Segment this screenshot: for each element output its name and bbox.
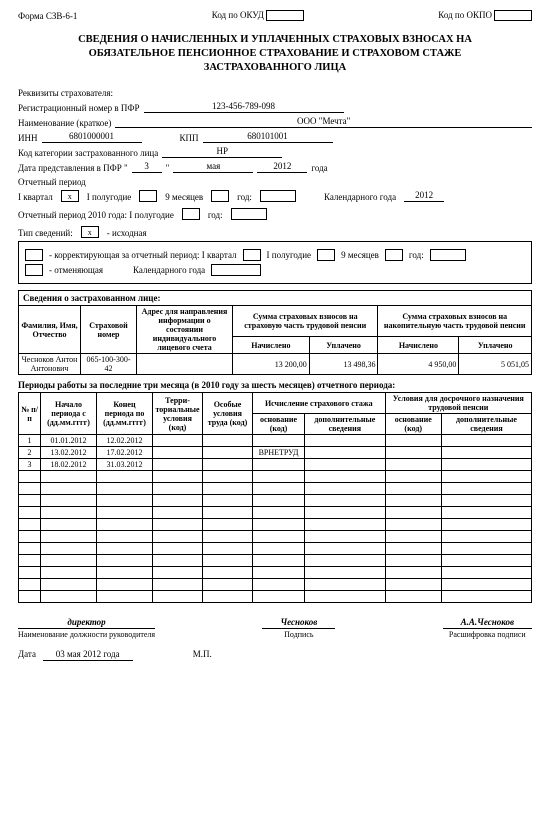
corr-year-box[interactable]: [430, 249, 466, 261]
corr-q1-checkbox[interactable]: [243, 249, 261, 261]
date-year[interactable]: 2012: [257, 161, 307, 173]
kpp-field[interactable]: 680101001: [203, 131, 333, 143]
position-sig: директор Наименование должности руководи…: [18, 617, 155, 639]
org-name-field[interactable]: ООО "Мечта": [115, 116, 532, 128]
prev-year-box[interactable]: [231, 208, 267, 220]
category-field[interactable]: НР: [162, 146, 282, 158]
prev-half-checkbox[interactable]: [182, 208, 200, 220]
corr-m9-checkbox[interactable]: [385, 249, 403, 261]
q1-checkbox[interactable]: x: [61, 190, 79, 202]
document-title: СВЕДЕНИЯ О НАЧИСЛЕННЫХ И УПЛАЧЕННЫХ СТРА…: [18, 33, 532, 74]
corr-half-checkbox[interactable]: [317, 249, 335, 261]
okpo-group: Код по ОКПО: [438, 10, 532, 21]
type-orig-checkbox[interactable]: x: [81, 226, 99, 238]
table-row: [19, 507, 532, 519]
work-periods-table: № п/п Начало периода с (дд.мм.гггг) Коне…: [18, 392, 532, 603]
reg-number-row: Регистрационный номер в ПФР 123-456-789-…: [18, 101, 532, 113]
m9-checkbox[interactable]: [211, 190, 229, 202]
date-month[interactable]: мая: [173, 161, 253, 173]
type-corr-checkbox[interactable]: [25, 249, 43, 261]
table-row: [19, 531, 532, 543]
date-footer: Дата 03 мая 2012 года М.П.: [18, 649, 532, 661]
table-row: 213.02.201217.02.2012ВРНЕТРУД: [19, 447, 532, 459]
table-row: [19, 579, 532, 591]
insured-table: Фамилия, Имя, Отчество Страховой номер А…: [18, 305, 532, 375]
insured-info-header: Сведения о застрахованном лице:: [18, 290, 532, 305]
period-row-2: Отчетный период 2010 года: I полугодие г…: [18, 208, 532, 220]
table-row: 318.02.201231.03.2012: [19, 459, 532, 471]
work-periods-header: Периоды работы за последние три месяца (…: [18, 380, 532, 390]
okpo-box[interactable]: [494, 10, 532, 21]
signature-row: директор Наименование должности руководи…: [18, 617, 532, 639]
form-header: Форма СЗВ-6-1 Код по ОКУД Код по ОКПО: [18, 10, 532, 21]
year-box[interactable]: [260, 190, 296, 202]
date-day[interactable]: 3: [132, 161, 162, 173]
table-row: [19, 591, 532, 603]
okud-box[interactable]: [266, 10, 304, 21]
report-period-label: Отчетный период: [18, 177, 532, 187]
table-row: [19, 567, 532, 579]
table-row: [19, 519, 532, 531]
table-row: [19, 555, 532, 567]
decoding-sig: А.А.Чесноков Расшифровка подписи: [443, 617, 532, 639]
half-checkbox[interactable]: [139, 190, 157, 202]
submit-date-row: Дата представления в ПФР " 3 " мая 2012 …: [18, 161, 532, 173]
signature-sig: Чесноков Подпись: [262, 617, 335, 639]
type-cancel-checkbox[interactable]: [25, 264, 43, 276]
table-row: [19, 495, 532, 507]
table-row: Чесноков Антон Антонович 065-100-300-42 …: [19, 354, 532, 375]
okud-group: Код по ОКУД: [212, 10, 304, 21]
table-row: 101.01.201212.02.2012: [19, 435, 532, 447]
form-code: Форма СЗВ-6-1: [18, 11, 77, 21]
cal-year-field[interactable]: 2012: [404, 190, 444, 202]
category-row: Код категории застрахованного лица НР: [18, 146, 532, 158]
reg-number-field[interactable]: 123-456-789-098: [144, 101, 344, 113]
inn-field[interactable]: 6801000001: [42, 131, 142, 143]
type-box: - корректирующая за отчетный период: I к…: [18, 241, 532, 284]
org-name-row: Наименование (краткое) ООО "Мечта": [18, 116, 532, 128]
cancel-year-box[interactable]: [211, 264, 261, 276]
requisites-label: Реквизиты страхователя:: [18, 88, 532, 98]
table-row: [19, 471, 532, 483]
period-row-1: I квартал x I полугодие 9 месяцев год: К…: [18, 190, 532, 202]
inn-kpp-row: ИНН 6801000001 КПП 680101001: [18, 131, 532, 143]
type-header-row: Тип сведений: x - исходная: [18, 226, 532, 238]
table-row: [19, 543, 532, 555]
table-row: [19, 483, 532, 495]
